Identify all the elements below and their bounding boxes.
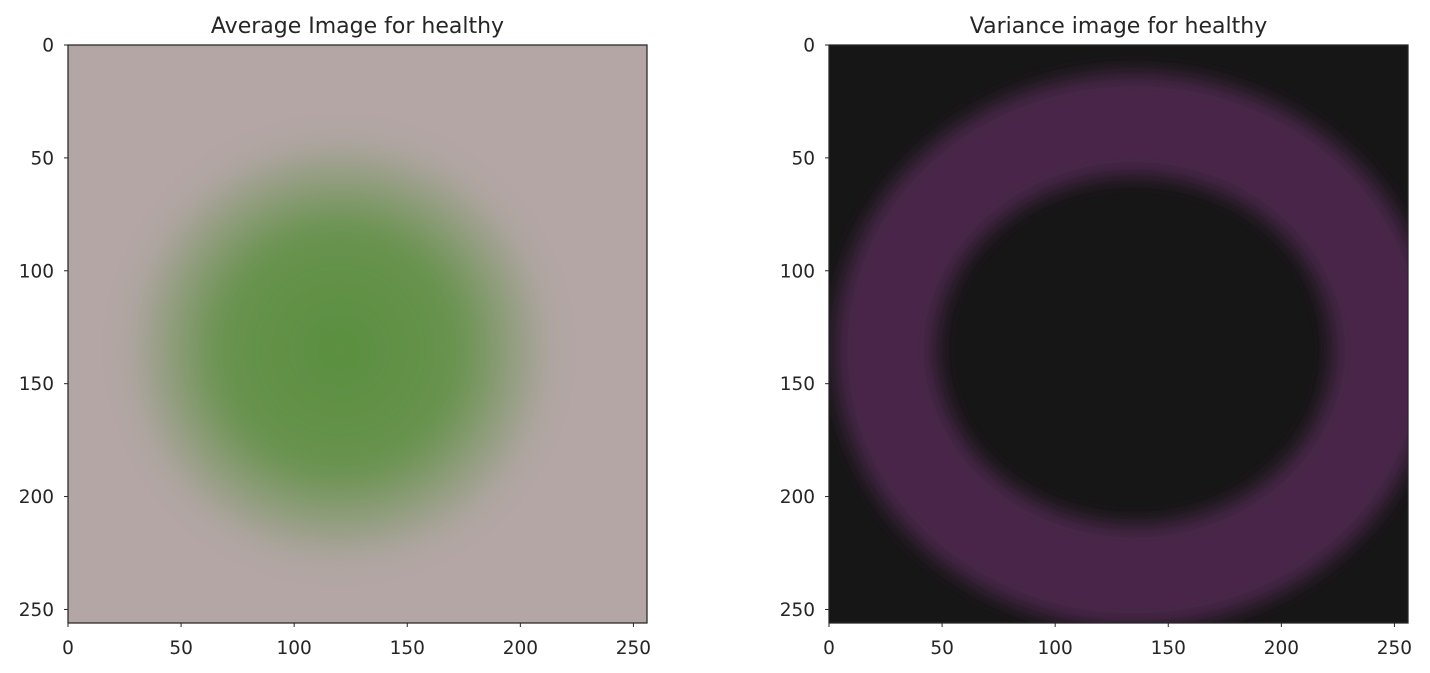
variance-image-x-tick-label: 150 [1151, 638, 1186, 659]
variance-image-title: Variance image for healthy [970, 14, 1267, 39]
variance-image-frame [828, 44, 1409, 624]
average-image-frame [67, 44, 648, 624]
average-image-y-tick-label: 200 [19, 487, 54, 508]
variance-image-x-tick-label: 200 [1264, 638, 1299, 659]
variance-image-x-tick-label: 50 [930, 638, 954, 659]
variance-image-x-tick-label: 250 [1377, 638, 1412, 659]
average-image-y-tick-label: 250 [19, 600, 54, 621]
variance-image-y-tick-label: 250 [780, 600, 815, 621]
average-image-x-tick-label: 150 [390, 638, 425, 659]
variance-image-y-tick-label: 100 [780, 261, 815, 282]
variance-image-ring [834, 73, 1408, 623]
average-image-x-tick-label: 100 [277, 638, 312, 659]
variance-image-y-tick-label: 50 [791, 148, 815, 169]
average-image-x-tick-label: 200 [503, 638, 538, 659]
average-image-x-tick-label: 0 [62, 638, 74, 659]
average-image-x-tick-label: 250 [616, 638, 651, 659]
average-image-blob [124, 135, 555, 565]
variance-image-y-tick-label: 200 [780, 487, 815, 508]
variance-image-x-tick-label: 100 [1038, 638, 1073, 659]
variance-image-y-ticks: 0 50 100 150 200 250 [780, 36, 829, 621]
average-image-y-tick-label: 150 [19, 374, 54, 395]
average-image-y-tick-label: 0 [42, 36, 54, 57]
average-image-y-tick-label: 50 [30, 148, 54, 169]
average-image-x-ticks: 0 50 100 150 200 250 [62, 623, 651, 659]
average-image-y-tick-label: 100 [19, 261, 54, 282]
average-image-panel: Average Image for healthy 0 50 100 150 200 25… [19, 14, 651, 659]
variance-image-panel: Variance image for healthy 0 50 100 150 200 2… [780, 14, 1412, 659]
variance-image-y-tick-label: 150 [780, 374, 815, 395]
average-image-y-ticks: 0 50 100 150 200 250 [19, 36, 68, 621]
variance-image-y-tick-label: 0 [803, 36, 815, 57]
variance-image-x-ticks: 0 50 100 150 200 250 [823, 623, 1412, 659]
average-image-x-tick-label: 50 [169, 638, 193, 659]
average-image-title: Average Image for healthy [211, 14, 504, 39]
variance-image-x-tick-label: 0 [823, 638, 835, 659]
